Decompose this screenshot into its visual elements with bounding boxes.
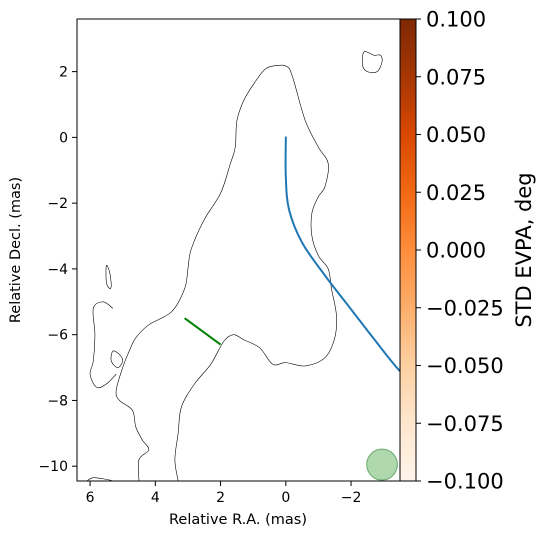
colorbar-ticks: 0.100 0.075 0.050 0.025 0.000 −0.025 −0.050 −0.… xyxy=(416,8,504,494)
x-axis-label: Relative R.A. (mas) xyxy=(169,512,307,528)
colorbar-tick-label: 0.075 xyxy=(426,65,486,89)
colorbar-tick-label: 0.025 xyxy=(426,181,486,205)
colorbar-tick-label: −0.050 xyxy=(426,354,504,378)
x-tick-label: 6 xyxy=(86,490,95,506)
colorbar-tick-label: −0.100 xyxy=(426,470,504,494)
contour-line-5 xyxy=(105,264,112,290)
colorbar-tick-label: 0.050 xyxy=(426,123,486,147)
colorbar-label: STD EVPA, deg xyxy=(512,172,536,327)
y-tick-label: 2 xyxy=(59,65,68,81)
colorbar-tick-label: 0.100 xyxy=(426,8,486,32)
x-tick-label: 0 xyxy=(281,490,290,506)
series-line-1 xyxy=(284,136,400,373)
colorbar-tick-label: 0.000 xyxy=(426,239,486,263)
y-tick-label: −6 xyxy=(47,328,68,344)
y-axis-label: Relative Decl. (mas) xyxy=(8,177,24,323)
contour-line-2 xyxy=(115,64,283,481)
y-tick-label: −10 xyxy=(38,459,68,475)
y-tick-label: 0 xyxy=(59,130,68,146)
x-tick-label: 2 xyxy=(216,490,225,506)
plot-marks xyxy=(86,51,400,481)
contour-line-7 xyxy=(86,477,113,481)
x-axis-ticks: 6 4 2 0 −2 xyxy=(86,481,362,506)
y-tick-label: −2 xyxy=(47,196,68,212)
plot-background xyxy=(77,19,400,481)
contour-line-4 xyxy=(361,51,383,73)
colorbar-tick-label: −0.025 xyxy=(426,296,504,320)
beam-ellipse xyxy=(366,448,398,481)
contour-line-6 xyxy=(110,350,123,368)
contour-line-1 xyxy=(174,64,337,481)
y-tick-label: −4 xyxy=(47,262,68,278)
slice-segment xyxy=(184,317,222,346)
contour-line-3 xyxy=(89,301,117,389)
x-tick-label: 4 xyxy=(151,490,160,506)
y-axis-ticks: 2 0 −2 −4 −6 −8 −10 xyxy=(38,65,77,475)
x-tick-label: −2 xyxy=(341,490,362,506)
colorbar xyxy=(399,18,417,482)
y-tick-label: −8 xyxy=(47,393,68,409)
colorbar-tick-label: −0.075 xyxy=(426,412,504,436)
